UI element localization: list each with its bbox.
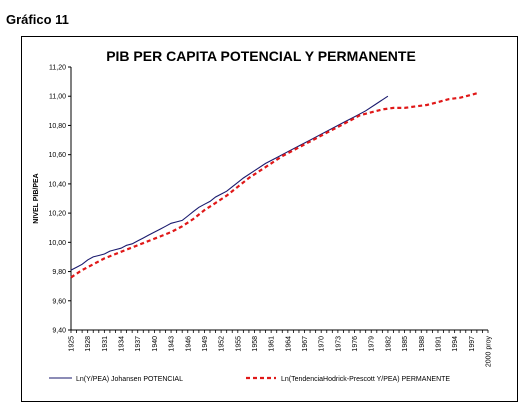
legend-label: Ln(Y/PEA) Johansen POTENCIAL xyxy=(76,376,183,383)
legend: Ln(Y/PEA) Johansen POTENCIAL Ln(Tendencia… xyxy=(49,376,450,383)
x-tick-label: 1964 xyxy=(285,336,292,352)
x-tick-label: 1958 xyxy=(252,336,259,352)
x-tick-label: 1985 xyxy=(402,336,409,352)
x-tick-label: 1979 xyxy=(369,336,376,352)
figure-caption: Gráfico 11 xyxy=(6,12,69,27)
y-tick-label: 10,60 xyxy=(48,152,66,159)
x-tick-label: 1997 xyxy=(469,336,476,352)
y-tick-label: 10,00 xyxy=(48,240,66,247)
x-tick-label: 1946 xyxy=(185,336,192,352)
x-tick-label: 1955 xyxy=(235,336,242,352)
y-tick-label: 10,20 xyxy=(48,211,66,218)
y-tick-label: 9,60 xyxy=(52,298,66,305)
x-tick-label: 1952 xyxy=(219,336,226,352)
axes: 9,40 9,60 9,80 10,00 10,20 10,40 10,60 10,80 11,… xyxy=(33,65,493,368)
series-line-potencial xyxy=(70,95,389,271)
x-tick-label: 1967 xyxy=(302,336,309,352)
y-tick-label: 11,00 xyxy=(49,94,66,101)
x-tick-label: 1970 xyxy=(319,336,326,352)
y-axis-label: NIVEL PIB/PEA xyxy=(33,173,40,223)
chart-frame xyxy=(21,36,518,402)
x-tick-label: 1982 xyxy=(385,336,392,352)
series-line-permanente xyxy=(70,92,478,279)
x-tick-label: 2000 proy xyxy=(486,336,493,368)
x-tick-label: 1973 xyxy=(335,336,342,352)
chart-title: PIB PER CAPITA POTENCIAL Y PERMANENTE xyxy=(106,48,416,64)
x-tick-label: 1994 xyxy=(452,336,459,352)
series-layer xyxy=(70,92,478,279)
x-tick-label: 1940 xyxy=(152,336,159,352)
legend-label: Ln(TendenciaHodrick-Prescott Y/PEA) PERM… xyxy=(281,376,450,383)
x-tick-label: 1976 xyxy=(352,336,359,352)
x-tick-label: 1925 xyxy=(69,336,76,352)
x-tick-label: 1961 xyxy=(269,336,276,352)
y-tick-label: 9,40 xyxy=(52,328,66,335)
x-tick-label: 1931 xyxy=(102,336,109,352)
y-tick-label: 11,20 xyxy=(49,65,66,72)
y-tick-label: 10,80 xyxy=(48,123,66,130)
x-tick-label: 1937 xyxy=(135,336,142,352)
x-tick-label: 1949 xyxy=(202,336,209,352)
y-tick-label: 9,80 xyxy=(52,269,66,276)
y-tick-label: 10,40 xyxy=(48,181,66,188)
x-tick-label: 1991 xyxy=(435,336,442,352)
x-tick-label: 1934 xyxy=(119,336,126,352)
x-tick-label: 1988 xyxy=(419,336,426,352)
x-tick-label: 1943 xyxy=(169,336,176,352)
x-tick-label: 1928 xyxy=(85,336,92,352)
